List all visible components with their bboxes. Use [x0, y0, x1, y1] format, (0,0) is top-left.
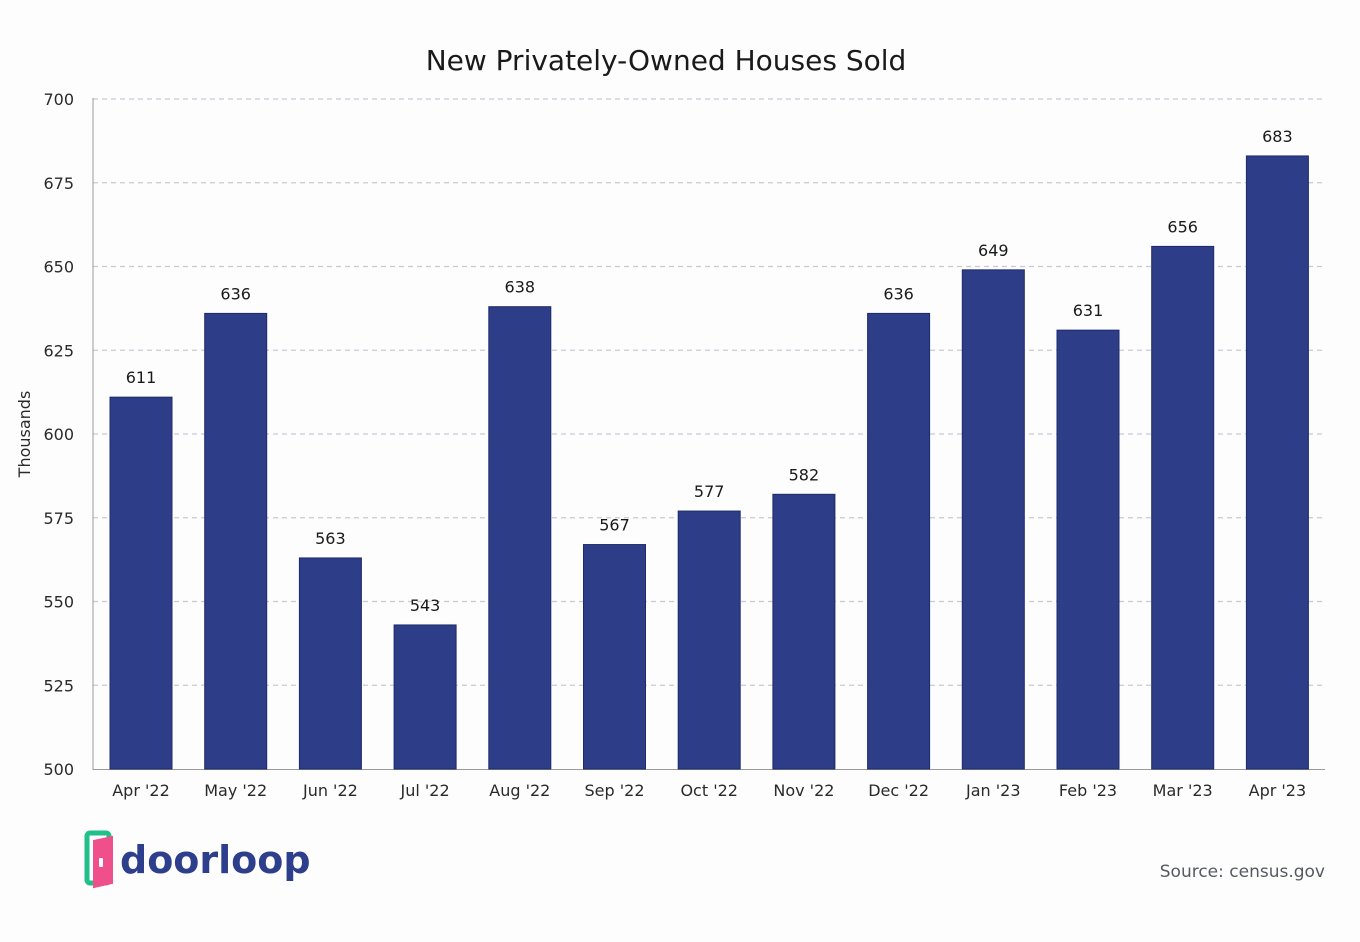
y-tick-label: 600: [43, 425, 74, 444]
x-tick-label: Apr '23: [1249, 781, 1307, 800]
bar[interactable]: [488, 306, 552, 770]
y-axis-title: Thousands: [15, 391, 34, 479]
source-note: Source: census.gov: [1160, 862, 1325, 882]
y-tick-label: 525: [43, 676, 74, 695]
data-label: 577: [694, 482, 725, 501]
x-tick-label: Mar '23: [1153, 781, 1213, 800]
bar[interactable]: [298, 557, 362, 770]
bar[interactable]: [961, 269, 1025, 770]
data-label: 631: [1073, 301, 1104, 320]
bar[interactable]: [1245, 155, 1309, 770]
x-tick-label: Jun '22: [302, 781, 358, 800]
data-label: 567: [599, 516, 630, 535]
x-tick-labels: Apr '22 May '22 Jun '22 Jul '22 Aug '22 Sep '…: [112, 781, 1306, 800]
bar[interactable]: [1151, 245, 1215, 770]
x-tick-label: Aug '22: [489, 781, 550, 800]
bar[interactable]: [109, 396, 173, 770]
bar[interactable]: [1056, 329, 1120, 770]
x-tick-label: Sep '22: [585, 781, 645, 800]
data-label: 649: [978, 241, 1009, 260]
doorloop-logo[interactable]: doorloop: [84, 830, 311, 889]
bar[interactable]: [772, 493, 836, 770]
x-tick-label: May '22: [204, 781, 267, 800]
y-tick-label: 575: [43, 509, 74, 528]
y-tick-labels: 500 525 550 575 600 625 650 675 700: [43, 90, 74, 779]
y-tick-label: 675: [43, 174, 74, 193]
y-tick-label: 500: [43, 760, 74, 779]
data-label: 683: [1262, 127, 1293, 146]
x-tick-label: Jan '23: [965, 781, 1021, 800]
bar[interactable]: [393, 624, 457, 770]
data-label: 638: [505, 278, 536, 297]
y-tick-label: 550: [43, 593, 74, 612]
data-label: 636: [883, 284, 914, 303]
data-label: 656: [1167, 217, 1198, 236]
bar[interactable]: [583, 544, 646, 770]
chart-title: New Privately-Owned Houses Sold: [426, 44, 907, 77]
y-tick-label: 650: [43, 258, 74, 277]
x-tick-label: Jul '22: [400, 781, 450, 800]
x-tick-label: Apr '22: [112, 781, 170, 800]
data-label: 636: [220, 284, 251, 303]
y-tick-label: 700: [43, 90, 74, 109]
x-tick-label: Feb '23: [1059, 781, 1117, 800]
x-tick-label: Oct '22: [680, 781, 738, 800]
data-label: 563: [315, 529, 346, 548]
bars: [109, 155, 1309, 770]
bar[interactable]: [867, 312, 931, 770]
bar[interactable]: [204, 312, 268, 770]
x-tick-label: Dec '22: [868, 781, 929, 800]
data-labels: 611 636 563 543 638 567 577 582 636 649 631 656 683: [126, 127, 1293, 615]
door-icon: [84, 830, 113, 889]
data-label: 611: [126, 368, 157, 387]
bar[interactable]: [677, 510, 741, 770]
x-tick-label: Nov '22: [773, 781, 834, 800]
y-tick-label: 625: [43, 341, 74, 360]
brand-name: doorloop: [120, 838, 311, 882]
data-label: 582: [789, 465, 820, 484]
data-label: 543: [410, 596, 441, 615]
